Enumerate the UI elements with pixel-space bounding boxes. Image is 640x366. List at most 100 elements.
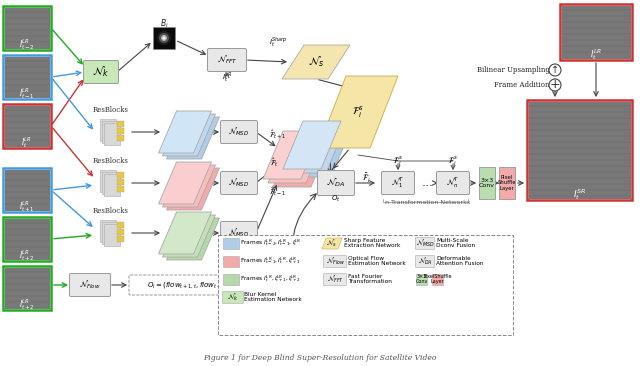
Bar xyxy=(479,167,495,199)
Text: $I_t^{SR}$: $I_t^{SR}$ xyxy=(573,187,586,202)
Text: $I_t^{LR}$: $I_t^{LR}$ xyxy=(590,48,602,63)
Polygon shape xyxy=(273,139,331,187)
Text: $\hat{\mathcal{F}}_{t+1}$: $\hat{\mathcal{F}}_{t+1}$ xyxy=(269,129,287,141)
FancyBboxPatch shape xyxy=(129,275,251,295)
FancyBboxPatch shape xyxy=(323,273,346,285)
Text: $I_{t+2}^{LR}$: $I_{t+2}^{LR}$ xyxy=(19,298,35,313)
Bar xyxy=(153,27,175,49)
Polygon shape xyxy=(166,218,220,260)
Polygon shape xyxy=(268,135,326,183)
Text: Frames $I_{t-2}^{LR},I_{t-1}^{LR},I_t^{LR}$: Frames $I_{t-2}^{LR},I_{t-1}^{LR},I_t^{L… xyxy=(240,238,301,249)
Circle shape xyxy=(159,33,169,43)
FancyBboxPatch shape xyxy=(317,171,355,195)
Circle shape xyxy=(161,35,167,41)
Bar xyxy=(117,222,124,228)
Polygon shape xyxy=(288,125,346,173)
Polygon shape xyxy=(166,168,220,210)
Polygon shape xyxy=(163,215,216,257)
FancyBboxPatch shape xyxy=(207,49,246,71)
Text: PixelShuffle
Layer: PixelShuffle Layer xyxy=(423,274,452,284)
FancyBboxPatch shape xyxy=(223,291,243,303)
Circle shape xyxy=(549,79,561,91)
FancyBboxPatch shape xyxy=(381,172,415,194)
Circle shape xyxy=(549,64,561,76)
Bar xyxy=(3,104,51,148)
Bar xyxy=(104,123,120,145)
Polygon shape xyxy=(322,238,342,249)
Text: ...: ... xyxy=(422,176,434,190)
Text: $\hat{\mathcal{F}}_{t-1}$: $\hat{\mathcal{F}}_{t-1}$ xyxy=(269,186,287,198)
FancyBboxPatch shape xyxy=(415,238,435,250)
Bar xyxy=(416,274,427,285)
Text: $\mathcal{N}_{FFT}$: $\mathcal{N}_{FFT}$ xyxy=(326,274,344,285)
Bar xyxy=(527,100,632,200)
Text: $\mathcal{N}_k$: $\mathcal{N}_k$ xyxy=(227,292,239,303)
FancyBboxPatch shape xyxy=(218,235,513,335)
Text: $\bar{\mathcal{F}}_i$: $\bar{\mathcal{F}}_i$ xyxy=(362,171,371,184)
Polygon shape xyxy=(263,131,321,179)
Bar xyxy=(3,217,51,261)
Text: $\mathcal{F}_i^s$: $\mathcal{F}_i^s$ xyxy=(448,154,458,168)
Bar xyxy=(4,7,49,49)
FancyBboxPatch shape xyxy=(221,221,257,244)
Bar xyxy=(102,222,118,244)
Text: $B_i$: $B_i$ xyxy=(159,17,168,30)
Text: $\mathcal{N}_{MSD}$: $\mathcal{N}_{MSD}$ xyxy=(415,238,435,249)
Bar xyxy=(223,274,239,285)
FancyBboxPatch shape xyxy=(70,273,111,296)
Text: $\hat{\mathcal{F}}_t$: $\hat{\mathcal{F}}_t$ xyxy=(269,157,278,169)
Text: Optical Flow
Estimation Network: Optical Flow Estimation Network xyxy=(348,255,406,266)
Bar xyxy=(3,6,51,50)
Text: $I_{t-1}^{LR}$: $I_{t-1}^{LR}$ xyxy=(19,86,35,101)
Text: 3×3
Conv: 3×3 Conv xyxy=(415,274,428,284)
Bar xyxy=(100,220,116,242)
Polygon shape xyxy=(159,162,211,204)
Polygon shape xyxy=(318,76,398,148)
Bar xyxy=(223,238,239,249)
Bar xyxy=(104,224,120,246)
Bar xyxy=(117,179,124,184)
Text: $\mathcal{N}_{MSD}$: $\mathcal{N}_{MSD}$ xyxy=(228,126,250,138)
Polygon shape xyxy=(293,129,351,177)
Text: Pixel
Shuffle
Layer: Pixel Shuffle Layer xyxy=(498,175,516,191)
Text: $O_t$: $O_t$ xyxy=(332,194,340,204)
Bar xyxy=(4,169,49,210)
Text: Frames $I_t^{LR},I_{t+1}^{LR},I_{t+2}^{LR}$: Frames $I_t^{LR},I_{t+1}^{LR},I_{t+2}^{L… xyxy=(240,274,301,284)
Text: $\mathcal{N}_1^T$: $\mathcal{N}_1^T$ xyxy=(392,176,404,190)
Text: $I_t^{LR}$: $I_t^{LR}$ xyxy=(21,135,33,150)
Text: Sharp Feature
Extraction Network: Sharp Feature Extraction Network xyxy=(344,238,401,249)
FancyBboxPatch shape xyxy=(323,255,346,268)
Text: Deformable
Attention Fusion: Deformable Attention Fusion xyxy=(436,255,483,266)
Text: $\mathcal{N}_n^T$: $\mathcal{N}_n^T$ xyxy=(447,176,460,190)
Bar xyxy=(4,219,49,259)
Bar xyxy=(117,121,124,127)
Text: $I_t^{LR}$: $I_t^{LR}$ xyxy=(222,70,232,84)
Bar xyxy=(117,172,124,178)
FancyBboxPatch shape xyxy=(266,273,303,296)
Bar xyxy=(223,256,239,267)
Circle shape xyxy=(163,37,166,40)
Bar xyxy=(3,168,51,212)
Text: $\mathcal{N}_{MSD}$: $\mathcal{N}_{MSD}$ xyxy=(228,227,250,239)
Text: $\mathcal{F}_i^s$: $\mathcal{F}_i^s$ xyxy=(352,104,364,120)
Text: $\mathcal{N}_s$: $\mathcal{N}_s$ xyxy=(326,238,338,249)
Text: ResBlocks: ResBlocks xyxy=(93,106,129,114)
Polygon shape xyxy=(283,121,341,169)
Text: +: + xyxy=(550,78,560,92)
Bar xyxy=(3,266,51,310)
Bar xyxy=(499,167,515,199)
Bar xyxy=(432,274,443,285)
Text: $\mathcal{N}_{DA}$: $\mathcal{N}_{DA}$ xyxy=(326,177,346,189)
Text: $I_t^{Sharp}$: $I_t^{Sharp}$ xyxy=(269,36,287,50)
Text: Blur Kernel
Estimation Network: Blur Kernel Estimation Network xyxy=(244,292,301,302)
Bar xyxy=(117,236,124,242)
Text: Figure 1 for Deep Blind Super-Resolution for Satellite Video: Figure 1 for Deep Blind Super-Resolution… xyxy=(204,354,436,362)
Text: ResBlocks: ResBlocks xyxy=(93,157,129,165)
Text: $I_{t+2}^{LR}$: $I_{t+2}^{LR}$ xyxy=(19,249,35,264)
Bar xyxy=(100,170,116,192)
FancyBboxPatch shape xyxy=(221,120,257,143)
Polygon shape xyxy=(282,45,350,79)
Bar xyxy=(117,128,124,134)
Text: $I_{t-2}^{LR}$: $I_{t-2}^{LR}$ xyxy=(19,38,35,52)
Polygon shape xyxy=(166,117,220,159)
